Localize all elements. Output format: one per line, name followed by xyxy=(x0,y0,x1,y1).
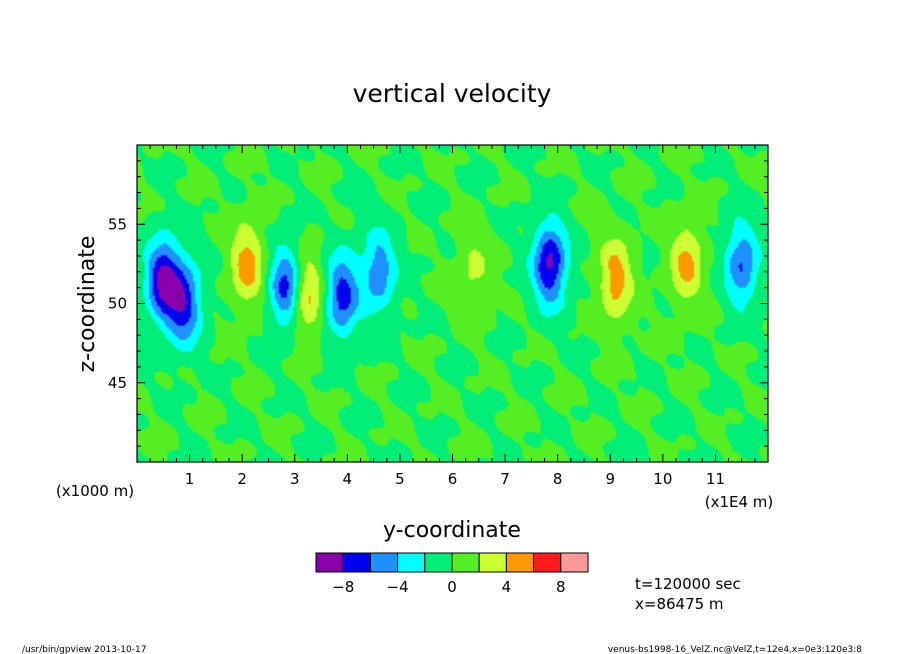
y-tick-label: 45 xyxy=(108,374,127,392)
colorbar-swatch xyxy=(397,552,426,573)
colorbar-swatch xyxy=(315,552,344,573)
colorbar-swatch xyxy=(451,552,480,573)
x-tick-label: 7 xyxy=(500,470,510,488)
x-tick-label: 10 xyxy=(653,470,672,488)
colorbar-tick-label: −8 xyxy=(332,578,354,596)
footer-left: /usr/bin/gpview 2013-10-17 xyxy=(22,645,146,654)
heatmap-field xyxy=(137,145,768,462)
y-axis-unit-label: (x1000 m) xyxy=(56,482,134,500)
x-tick-label: 8 xyxy=(553,470,563,488)
x-tick-label: 5 xyxy=(395,470,405,488)
colorbar-swatch xyxy=(560,552,589,573)
x-tick-label: 1 xyxy=(185,470,195,488)
colorbar-swatch xyxy=(369,552,399,573)
colorbar-swatch xyxy=(505,552,535,573)
plot-area xyxy=(136,144,769,463)
y-tick-label: 50 xyxy=(108,295,127,313)
colorbar-tick-label: 0 xyxy=(447,578,457,596)
x-tick-label: 4 xyxy=(343,470,353,488)
x-tick-label: 6 xyxy=(448,470,458,488)
colorbar-swatch xyxy=(478,552,507,573)
chart-title: vertical velocity xyxy=(353,79,552,108)
colorbar-tick-label: 4 xyxy=(502,578,512,596)
colorbar-swatch xyxy=(424,552,453,573)
time-annotation: t=120000 sec xyxy=(635,575,741,593)
x-tick-label: 2 xyxy=(237,470,247,488)
x-tick-label: 9 xyxy=(605,470,615,488)
x-axis-label: y-coordinate xyxy=(383,518,521,543)
x-tick-label: 3 xyxy=(290,470,300,488)
colorbar-swatch xyxy=(533,552,562,573)
y-axis-label: z-coordinate xyxy=(75,236,100,373)
y-tick-label: 55 xyxy=(108,215,127,233)
x-tick-label: 11 xyxy=(706,470,725,488)
y-axis-ticks: 45 50 55 xyxy=(108,144,768,463)
x-axis-unit-label: (x1E4 m) xyxy=(705,493,774,511)
position-annotation: x=86475 m xyxy=(635,595,724,613)
colorbar: −8 −4 0 4 8 xyxy=(315,552,589,596)
footer-right: venus-bs1998-16_VelZ.nc@VelZ,t=12e4,x=0e… xyxy=(608,645,862,654)
colorbar-tick-label: −4 xyxy=(387,578,409,596)
x-axis-ticks: 1 2 3 4 5 6 7 8 9 10 11 xyxy=(136,145,769,488)
colorbar-tick-label: 8 xyxy=(556,578,566,596)
colorbar-swatch xyxy=(342,552,371,573)
